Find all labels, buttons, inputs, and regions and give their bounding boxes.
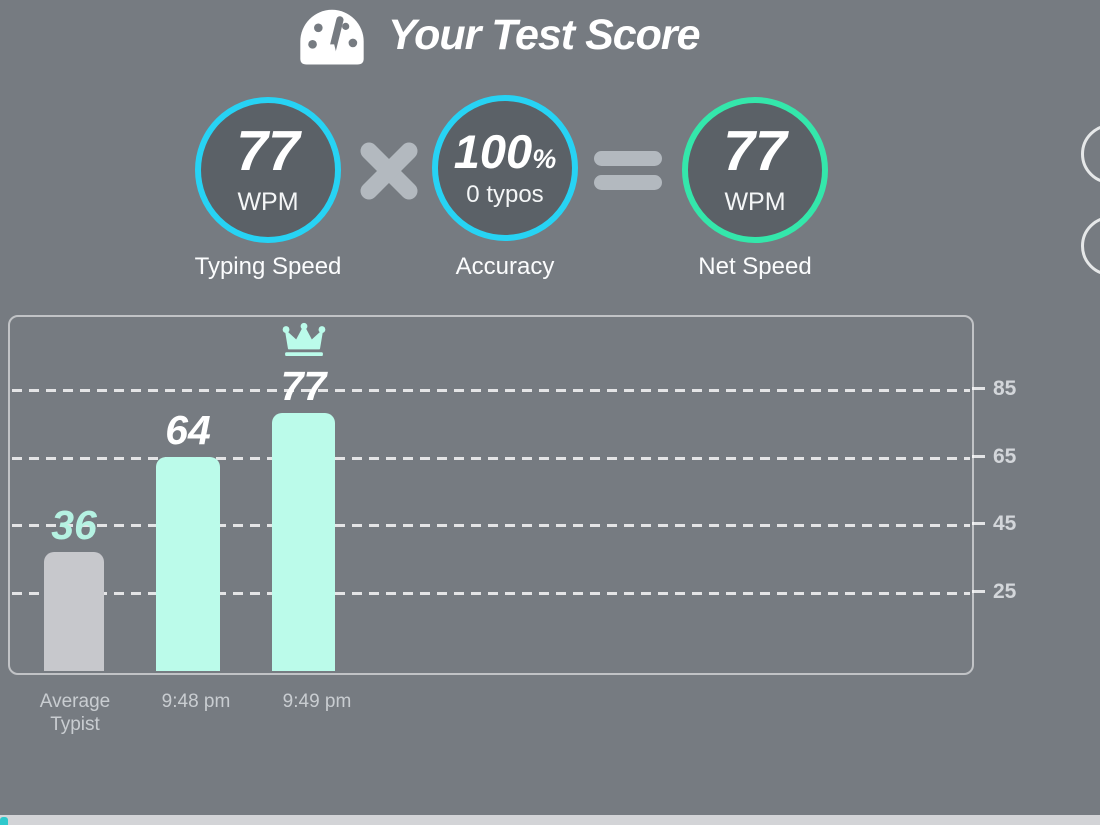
percent-sign: % <box>532 143 557 174</box>
y-tick <box>972 454 985 458</box>
accuracy-circle: 100 % 0 typos <box>432 95 578 241</box>
net-speed-unit: WPM <box>724 188 786 216</box>
gridline <box>12 591 970 595</box>
bar <box>272 413 335 671</box>
typing-speed-unit: WPM <box>237 188 299 216</box>
x-axis-labels: Average Typist 9:48 pm 9:49 pm <box>8 691 974 751</box>
gauge-icon <box>300 9 364 65</box>
chart-plot-area: 36 64 77 <box>8 315 974 675</box>
equals-icon <box>594 151 662 190</box>
gridline <box>12 524 970 528</box>
y-tick <box>972 387 985 390</box>
y-tick-label: 25 <box>993 579 1017 603</box>
y-tick-label: 85 <box>993 377 1017 400</box>
y-tick <box>972 522 985 526</box>
bottom-strip <box>0 815 1100 825</box>
bar-slot: 36 <box>44 317 104 673</box>
typing-speed-caption: Typing Speed <box>194 253 342 280</box>
x-axis-label: 9:49 pm <box>282 691 352 712</box>
typing-speed-value: 77 <box>236 119 300 183</box>
gridline <box>12 456 970 460</box>
accuracy-caption: Accuracy <box>455 253 555 280</box>
x-axis-label: 9:48 pm <box>161 691 231 712</box>
header: Your Test Score <box>296 4 701 66</box>
y-tick <box>972 589 985 593</box>
teal-fragment <box>0 817 8 825</box>
edge-button-top[interactable] <box>1081 124 1100 184</box>
y-tick-label: 65 <box>993 444 1017 468</box>
bar <box>44 551 104 671</box>
gridline <box>12 389 970 392</box>
net-speed-caption: Net Speed <box>698 253 812 280</box>
bar-value-label: 36 <box>51 501 97 548</box>
typing-speed-circle: 77 WPM <box>195 97 341 243</box>
y-tick-label: 45 <box>993 512 1017 536</box>
accuracy-value: 100 <box>453 124 533 178</box>
net-speed-value: 77 <box>723 119 787 183</box>
results-chart: 36 64 77 85 65 45 25 Average Typist 9:48 pm 9:4… <box>8 315 1100 755</box>
net-speed-circle: 77 WPM <box>682 97 828 243</box>
bar-slot: 77 <box>272 317 335 673</box>
multiply-icon <box>360 142 418 200</box>
page-title: Your Test Score <box>388 10 701 59</box>
bar-value-label: 77 <box>280 363 327 410</box>
bar <box>156 457 220 671</box>
x-axis-label: Average Typist <box>39 691 111 735</box>
edge-button-bottom[interactable] <box>1081 216 1100 276</box>
y-axis: 85 65 45 25 <box>972 315 1100 675</box>
typos-count: 0 typos <box>466 180 544 208</box>
bar-value-label: 64 <box>165 407 211 454</box>
bar-slot: 64 <box>156 317 220 673</box>
crown-icon <box>275 322 333 361</box>
